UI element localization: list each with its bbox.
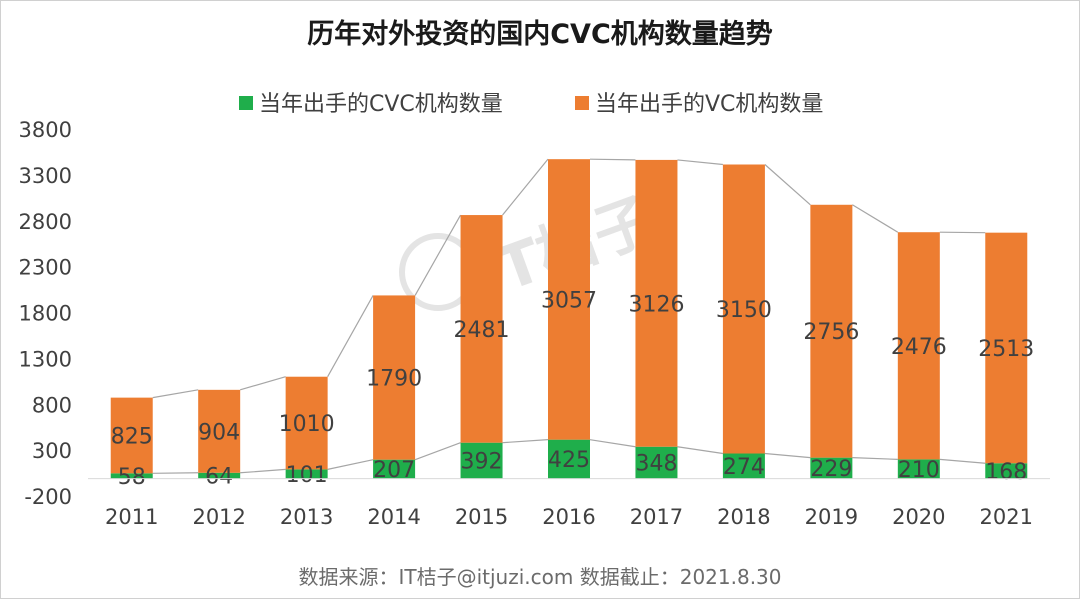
bar-cvc-2021 [985,463,1028,479]
y-tick-label: 2300 [19,256,72,280]
data-label-vc: 2476 [891,335,947,360]
legend-swatch-vc [575,96,589,110]
data-label-vc: 1010 [279,412,335,437]
bar-cvc-2014 [373,459,416,479]
bar-cvc-2015 [460,442,503,479]
data-label-cvc: 64 [205,465,233,490]
data-label-cvc: 58 [118,465,146,490]
bar-cvc-2012 [198,472,241,479]
x-tick-label: 2016 [542,505,595,529]
data-label-vc: 2513 [978,337,1034,362]
bar-vc-2011 [110,397,153,474]
data-label-cvc: 101 [286,463,328,488]
bar-vc-2014 [373,295,416,460]
x-axis: 2011 2012 2013 2014 2015 2016 2017 2018 2019 2020… [88,478,1050,529]
data-label-vc: 2481 [454,318,510,343]
x-tick-label: 2020 [892,505,945,529]
bars [110,159,1028,479]
data-label-cvc: 392 [461,450,503,475]
source-note: 数据来源：IT桔子@itjuzi.com 数据截止：2021.8.30 [298,565,781,589]
y-tick-label: 3800 [19,118,72,142]
bar-vc-2020 [897,232,940,460]
y-tick-label: 1300 [19,347,72,371]
bar-vc-2016 [548,159,590,440]
x-tick-label: 2013 [280,505,333,529]
bar-vc-2021 [985,232,1028,464]
data-label-vc: 3126 [628,292,684,317]
data-label-cvc: 348 [635,452,677,477]
legend-swatch-cvc [239,96,253,110]
x-tick-label: 2014 [367,505,420,529]
data-label-cvc: 274 [723,455,765,480]
bar-cvc-2016 [548,439,590,479]
y-tick-label: -200 [24,485,72,509]
data-label-cvc: 425 [548,448,590,473]
y-axis: 3800 3300 2800 2300 1800 1300 800 300 -200 [19,118,72,509]
data-label-vc: 825 [111,424,153,449]
data-label-vc: 2756 [803,320,859,345]
data-label-vc: 3057 [541,288,597,313]
bar-cvc-2018 [722,453,765,479]
data-label-vc: 1790 [366,367,422,392]
x-tick-label: 2012 [192,505,245,529]
legend: 当年出手的CVC机构数量 当年出手的VC机构数量 [239,92,823,117]
data-label-cvc: 207 [373,458,415,483]
bar-cvc-2011 [110,473,153,479]
bar-vc-2013 [285,376,328,470]
data-label-cvc: 229 [810,457,852,482]
x-tick-label: 2011 [105,505,158,529]
y-tick-label: 800 [32,393,72,417]
chart-title: 历年对外投资的国内CVC机构数量趋势 [307,18,773,50]
y-tick-label: 300 [32,439,72,463]
x-tick-label: 2018 [717,505,770,529]
data-label-cvc: 168 [985,460,1027,485]
y-tick-label: 1800 [19,302,72,326]
bar-vc-2019 [810,204,853,458]
legend-label-vc: 当年出手的VC机构数量 [595,92,823,117]
data-label-vc: 904 [198,420,240,445]
legend-label-cvc: 当年出手的CVC机构数量 [259,92,503,117]
x-tick-label: 2019 [805,505,858,529]
y-tick-label: 3300 [19,164,72,188]
x-tick-label: 2021 [980,505,1033,529]
y-tick-label: 2800 [19,210,72,234]
bar-vc-2012 [198,389,241,473]
bar-cvc-2020 [897,459,940,479]
bar-vc-2017 [635,159,678,447]
x-tick-label: 2015 [455,505,508,529]
bar-cvc-2017 [635,446,678,479]
data-labels: 58 825 64 904 101 1010 207 1790 392 2481 425 3057 34… [111,288,1035,490]
x-tick-label: 2017 [630,505,683,529]
bar-cvc-2019 [810,457,853,479]
bar-vc-2018 [722,164,765,454]
bar-cvc-2013 [285,469,328,479]
data-label-vc: 3150 [716,298,772,323]
bar-vc-2015 [460,215,503,443]
data-label-cvc: 210 [898,458,940,483]
